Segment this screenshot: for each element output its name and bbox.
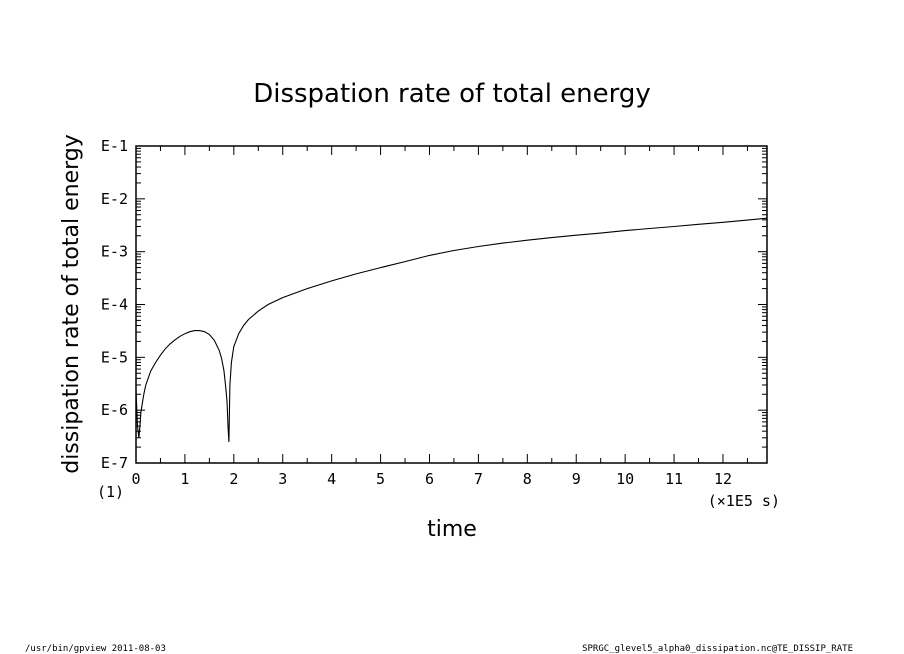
x-tick-label: 9 xyxy=(572,470,581,488)
x-tick-label: 0 xyxy=(131,470,140,488)
y-tick-label: E-3 xyxy=(101,243,128,261)
x-tick-label: 2 xyxy=(229,470,238,488)
x-tick-label: 1 xyxy=(180,470,189,488)
y-tick-labels: E-7 E-6 E-5 E-4 E-3 E-2 E-1 xyxy=(101,137,128,472)
footer-left: /usr/bin/gpview 2011-08-03 xyxy=(25,644,166,654)
plot-frame xyxy=(135,145,768,464)
x-tick-label: 4 xyxy=(327,470,336,488)
footer-right: SPRGC_glevel5_alpha0_dissipation.nc@TE_D… xyxy=(582,644,853,654)
x-tick-label: 7 xyxy=(474,470,483,488)
axis-ticks xyxy=(135,145,767,464)
y-tick-label: E-7 xyxy=(101,454,128,472)
x-axis-label: time xyxy=(427,517,477,542)
x-tick-label: 6 xyxy=(425,470,434,488)
x-tick-label: 12 xyxy=(714,470,732,488)
y-tick-label: E-6 xyxy=(101,401,128,419)
series-line xyxy=(135,217,768,443)
y-tick-label: E-5 xyxy=(101,348,128,366)
y-tick-label: E-2 xyxy=(101,190,128,208)
chart-title: Disspation rate of total energy xyxy=(253,79,651,109)
x-tick-label: 5 xyxy=(376,470,385,488)
y-axis-label: dissipation rate of total energy xyxy=(59,134,84,474)
x-tick-labels: 0 1 2 3 4 5 6 7 8 9 10 11 12 xyxy=(131,470,732,488)
y-tick-label: E-1 xyxy=(101,137,128,155)
x-unit-label: (×1E5 s) xyxy=(708,492,780,510)
y-tick-label: E-4 xyxy=(101,296,128,314)
y-unit-label: (1) xyxy=(97,483,124,501)
x-tick-label: 8 xyxy=(523,470,532,488)
x-tick-label: 10 xyxy=(616,470,634,488)
x-tick-label: 3 xyxy=(278,470,287,488)
x-tick-label: 11 xyxy=(665,470,683,488)
